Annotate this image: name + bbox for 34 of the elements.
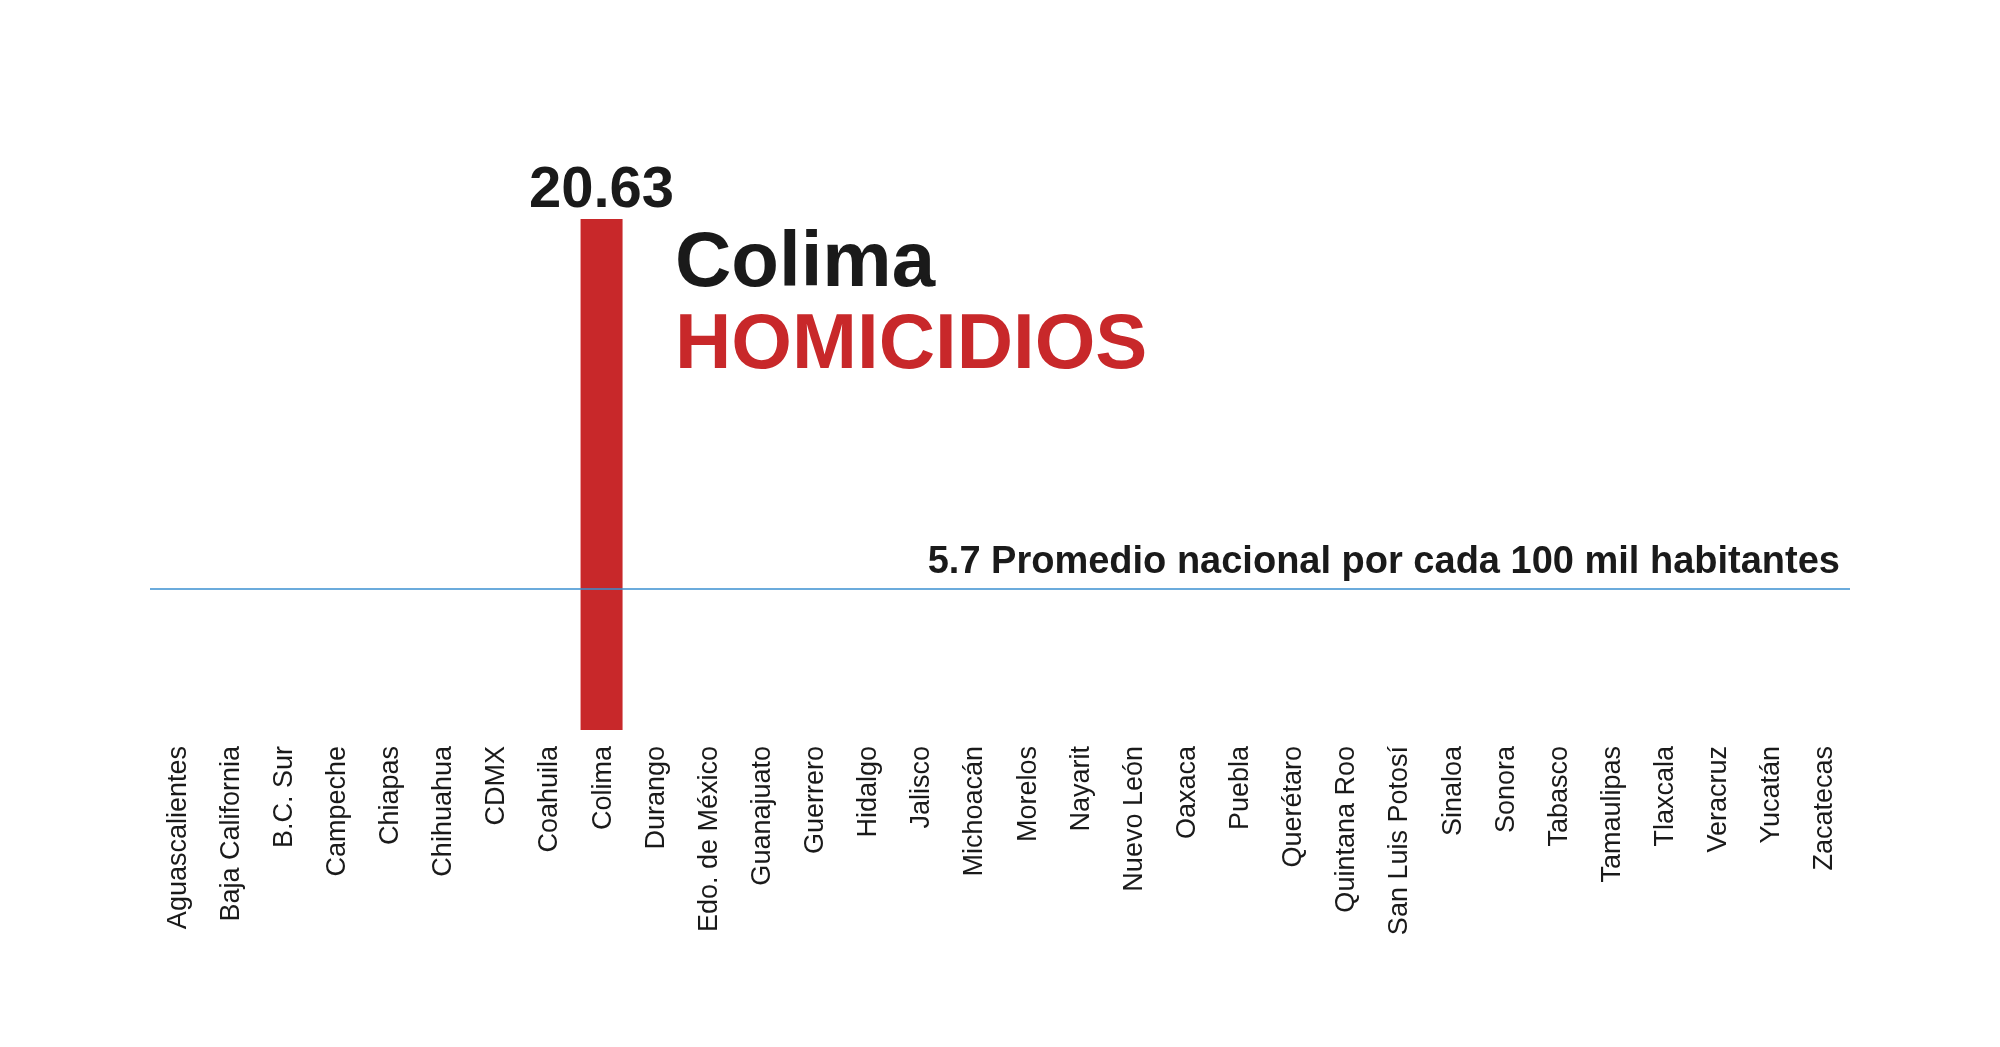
x-tick-label: Hidalgo: [852, 746, 883, 838]
x-tick-label: Michoacán: [958, 746, 989, 877]
x-tick-label: Nuevo León: [1117, 746, 1148, 892]
x-tick-label: Querétaro: [1277, 746, 1308, 868]
x-tick-label: B.C. Sur: [267, 745, 298, 849]
x-tick-label: Veracruz: [1702, 746, 1733, 853]
x-tick-label: Morelos: [1011, 746, 1042, 843]
x-tick-label: Sinaloa: [1436, 745, 1467, 837]
x-tick-label: Puebla: [1224, 745, 1255, 831]
x-tick-label: Tlaxcala: [1649, 745, 1680, 847]
x-tick-label: Yucatán: [1755, 746, 1786, 844]
x-tick-label: Tamaulipas: [1595, 746, 1626, 883]
x-tick-label: Baja California: [214, 745, 245, 922]
x-tick-label: Zacatecas: [1808, 746, 1839, 871]
x-tick-label: Quintana Roo: [1330, 746, 1361, 913]
x-tick-label: Campeche: [320, 746, 351, 877]
x-tick-label: Nayarit: [1064, 745, 1095, 832]
ref-line-label: 5.7 Promedio nacional por cada 100 mil habitantes: [927, 538, 1840, 581]
x-tick-label: Tabasco: [1542, 746, 1573, 847]
x-tick-label: Durango: [639, 746, 670, 850]
x-tick-label: Edo. de México: [692, 746, 723, 933]
x-tick-label: Chihuahua: [427, 745, 458, 877]
x-tick-label: Chiapas: [374, 746, 405, 846]
x-tick-label: Aguascalientes: [161, 746, 192, 930]
x-tick-label: Coahuila: [533, 745, 564, 853]
x-tick-label: Jalisco: [905, 746, 936, 829]
x-tick-label: Guanajuato: [745, 746, 776, 886]
data-label: 20.63: [528, 153, 675, 219]
x-tick-label: Oaxaca: [1170, 745, 1201, 840]
x-tick-label: San Luis Potosí: [1383, 745, 1414, 936]
x-tick-label: Guerrero: [799, 746, 830, 855]
x-tick-label: Colima: [586, 745, 617, 831]
x-tick-label: CDMX: [480, 746, 511, 826]
x-tick-label: Sonora: [1489, 745, 1520, 834]
